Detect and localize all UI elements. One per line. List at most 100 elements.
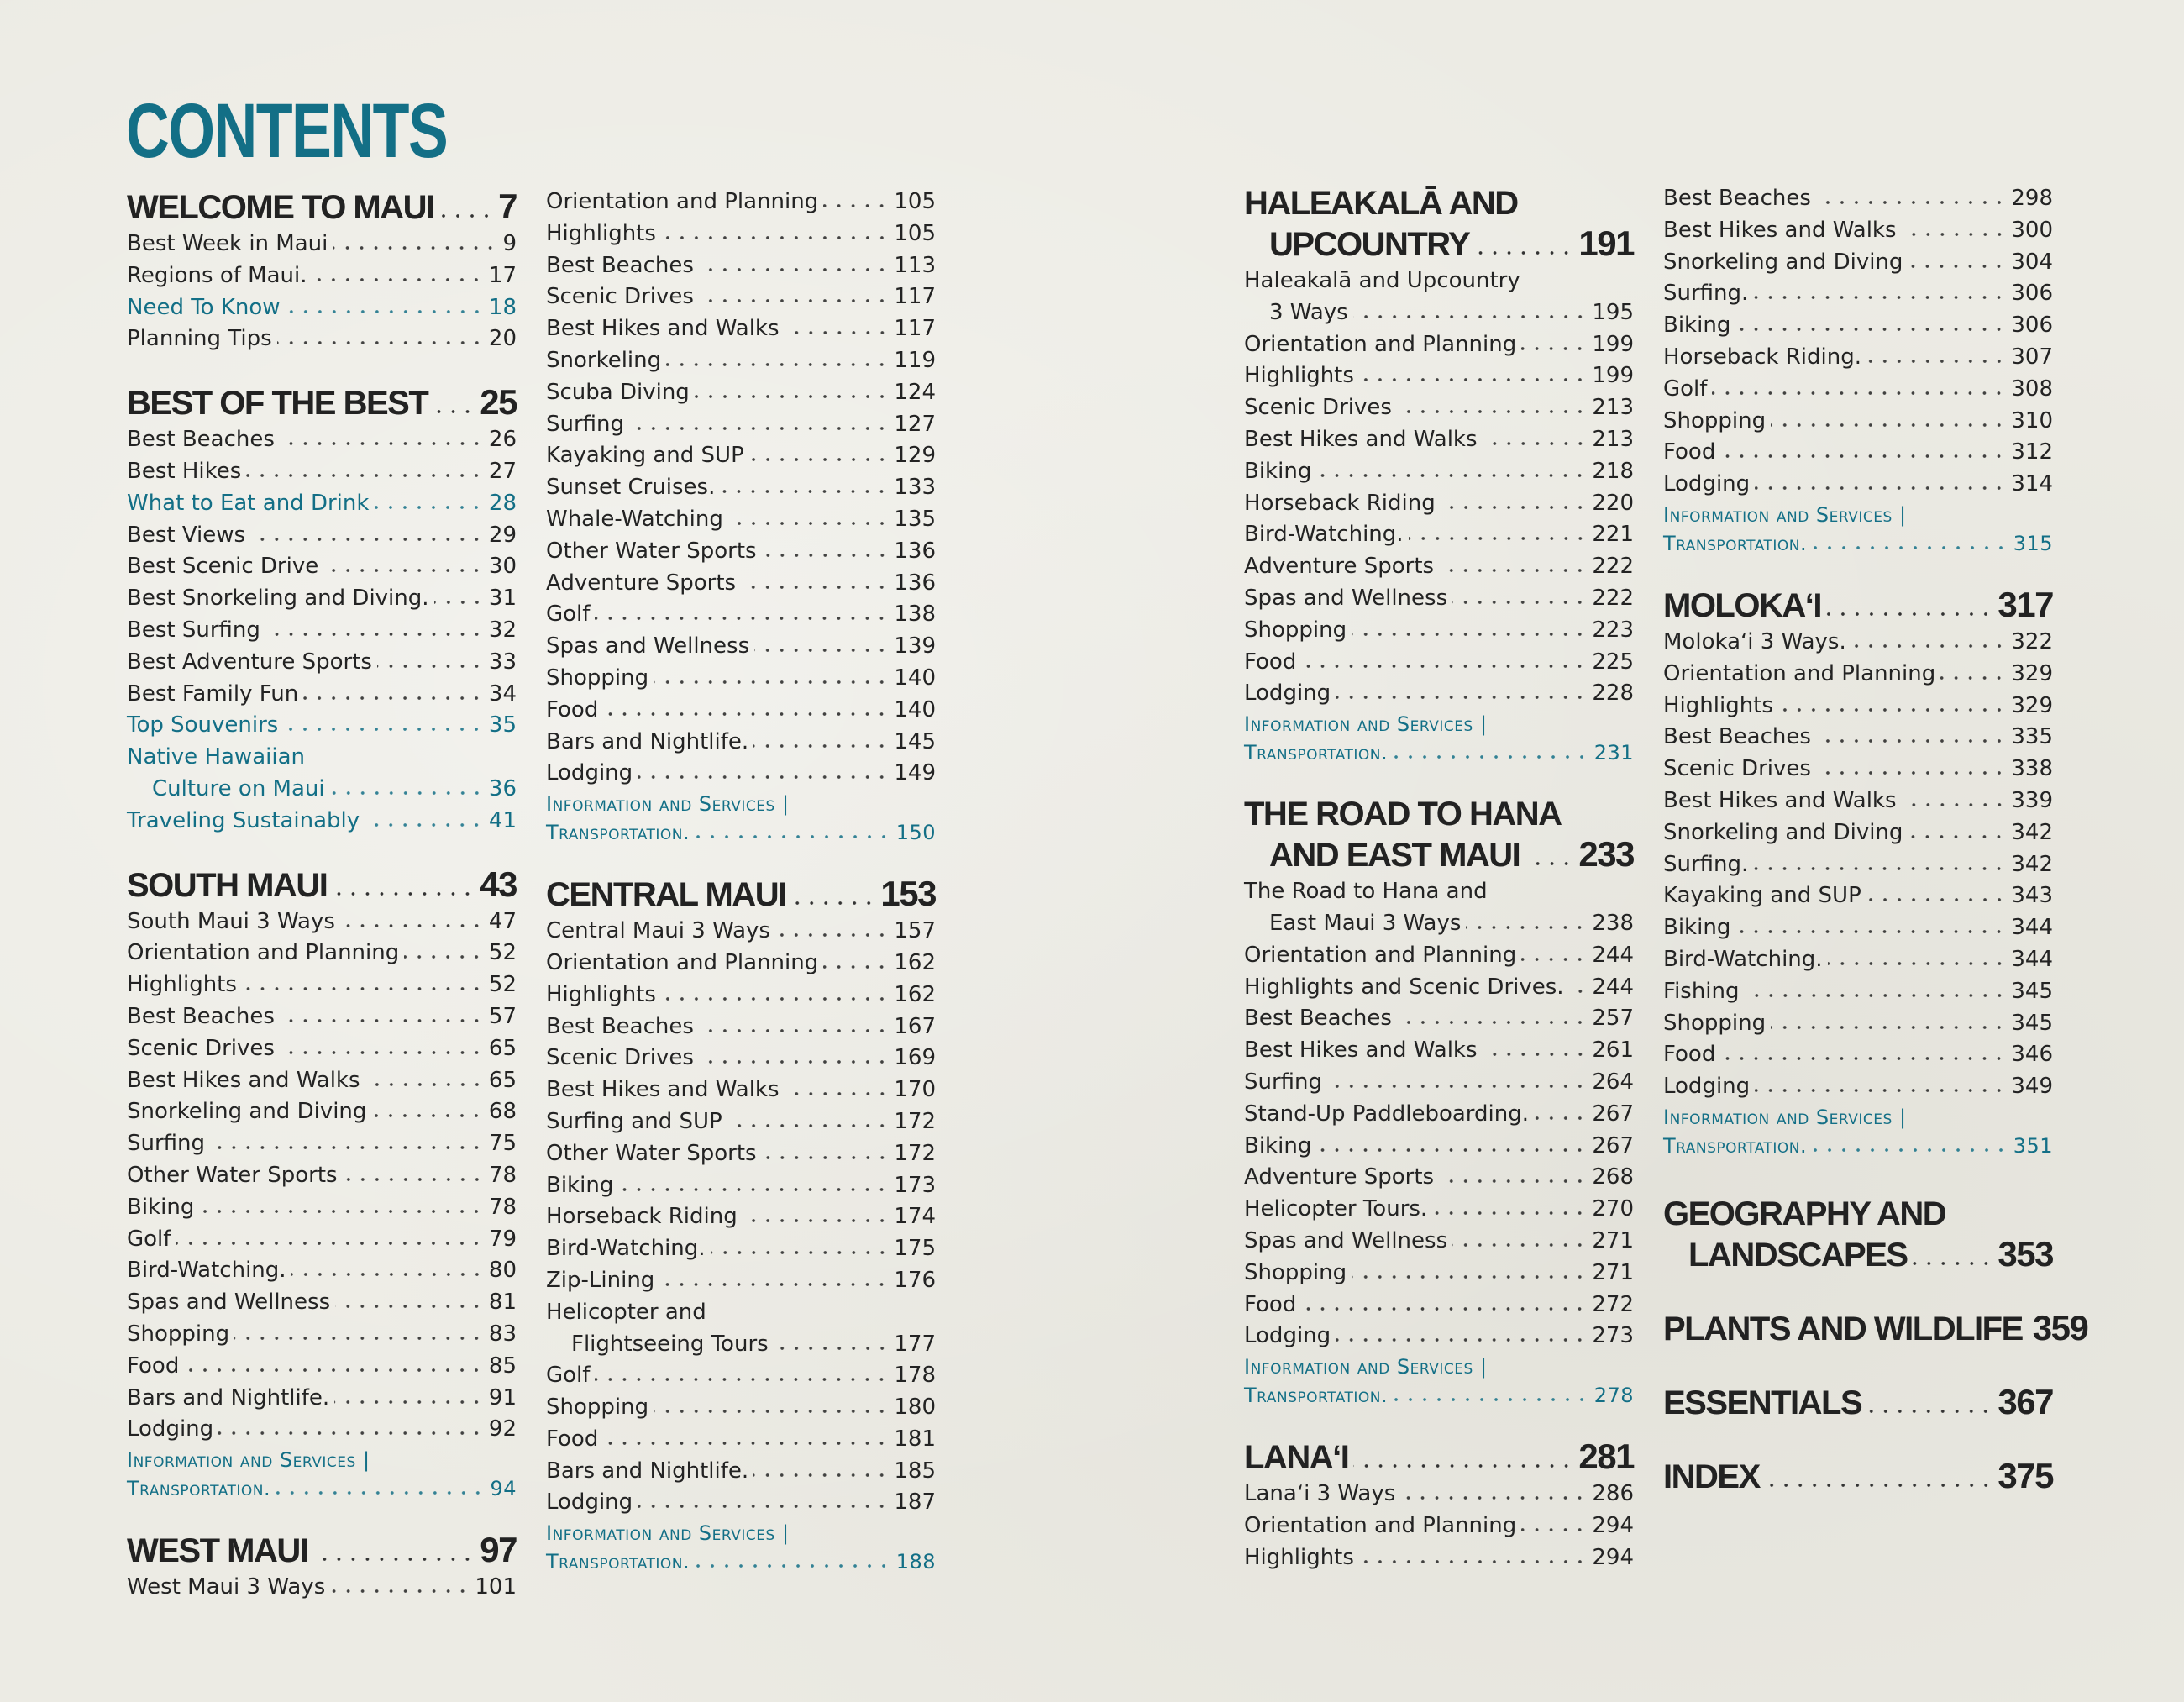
toc-entry[interactable]: Regions of Maui. 17 — [127, 260, 517, 292]
toc-entry[interactable]: West Maui 3 Ways 101 — [127, 1572, 517, 1604]
toc-entry[interactable]: Bird-Watching. 221 — [1244, 519, 1634, 551]
info-transportation-entry[interactable]: Information and Services | Transportation… — [1663, 1103, 2053, 1160]
toc-entry[interactable]: Bars and Nightlife. 185 — [546, 1456, 936, 1488]
toc-entry[interactable]: Orientation and Planning 199 — [1244, 329, 1634, 361]
toc-entry[interactable]: Best Beaches 26 — [127, 424, 517, 456]
toc-entry[interactable]: Highlights 329 — [1663, 691, 2053, 722]
transportation-line[interactable]: Transportation. 351 — [1663, 1132, 2053, 1160]
toc-entry[interactable]: Kayaking and SUP 129 — [546, 440, 936, 472]
section-heading[interactable]: ESSENTIALS 367 — [1663, 1382, 2054, 1422]
toc-entry[interactable]: Bars and Nightlife. 145 — [546, 727, 936, 759]
toc-entry[interactable]: Golf 138 — [546, 599, 936, 631]
toc-entry[interactable]: The Road to Hana and East Maui 3 Ways 238 — [1244, 876, 1634, 940]
toc-entry[interactable]: Surfing 127 — [546, 409, 936, 441]
toc-entry[interactable]: Haleakalā and Upcountry 3 Ways 195 — [1244, 265, 1634, 329]
toc-entry[interactable]: Best Hikes and Walks 65 — [127, 1065, 517, 1097]
toc-entry[interactable]: Biking 306 — [1663, 310, 2053, 342]
toc-entry[interactable]: Orientation and Planning 294 — [1244, 1510, 1634, 1542]
toc-entry[interactable]: Food 85 — [127, 1351, 517, 1383]
section-heading[interactable]: WELCOME TO MAUI 7 — [127, 186, 517, 227]
toc-entry[interactable]: Food 272 — [1244, 1290, 1634, 1321]
toc-entry[interactable]: Snorkeling and Diving 68 — [127, 1096, 517, 1128]
toc-entry[interactable]: Best Hikes 27 — [127, 456, 517, 488]
toc-entry[interactable]: Shopping 271 — [1244, 1258, 1634, 1290]
toc-entry[interactable]: Stand-Up Paddleboarding. 267 — [1244, 1099, 1634, 1131]
transportation-line[interactable]: Transportation. 188 — [546, 1547, 936, 1576]
info-transportation-entry[interactable]: Information and Services | Transportation… — [127, 1446, 517, 1503]
toc-entry[interactable]: Shopping 223 — [1244, 615, 1634, 647]
toc-entry[interactable]: Biking 344 — [1663, 912, 2053, 944]
toc-entry[interactable]: Bird-Watching. 175 — [546, 1233, 936, 1265]
toc-entry[interactable]: Best Hikes and Walks 300 — [1663, 215, 2053, 247]
toc-entry[interactable]: Lodging 314 — [1663, 469, 2053, 501]
toc-entry[interactable]: Bird-Watching. 80 — [127, 1255, 517, 1287]
toc-entry[interactable]: Surfing 75 — [127, 1128, 517, 1160]
toc-entry[interactable]: Food 346 — [1663, 1039, 2053, 1071]
toc-entry[interactable]: Horseback Riding. 307 — [1663, 342, 2053, 374]
info-transportation-entry[interactable]: Information and Services | Transportation… — [1663, 501, 2053, 558]
toc-entry[interactable]: Best Hikes and Walks 117 — [546, 313, 936, 345]
toc-entry[interactable]: Biking 218 — [1244, 456, 1634, 488]
toc-entry[interactable]: Helicopter Tours. 270 — [1244, 1194, 1634, 1226]
toc-entry[interactable]: Native Hawaiian Culture on Maui 36 — [127, 742, 517, 806]
toc-entry[interactable]: Spas and Wellness 222 — [1244, 583, 1634, 615]
toc-entry[interactable]: Spas and Wellness 81 — [127, 1287, 517, 1319]
toc-entry[interactable]: Surfing. 342 — [1663, 849, 2053, 881]
toc-entry[interactable]: Horseback Riding 174 — [546, 1201, 936, 1233]
section-heading[interactable]: LANAʻI 281 — [1244, 1437, 1635, 1477]
toc-entry[interactable]: Bird-Watching. 344 — [1663, 944, 2053, 976]
toc-entry[interactable]: Snorkeling and Diving 342 — [1663, 817, 2053, 849]
toc-entry[interactable]: Surfing. 306 — [1663, 278, 2053, 310]
toc-entry[interactable]: Other Water Sports 78 — [127, 1160, 517, 1192]
toc-entry[interactable]: Need To Know 18 — [127, 292, 517, 324]
toc-entry[interactable]: Lodging 349 — [1663, 1071, 2053, 1103]
toc-entry[interactable]: Best Hikes and Walks 339 — [1663, 785, 2053, 817]
toc-entry[interactable]: Highlights 199 — [1244, 360, 1634, 392]
toc-entry[interactable]: Orientation and Planning 52 — [127, 938, 517, 969]
section-heading[interactable]: THE ROAD TO HANA AND EAST MAUI 233 — [1244, 794, 1635, 875]
toc-entry[interactable]: Best Beaches 257 — [1244, 1003, 1634, 1035]
toc-entry[interactable]: Highlights 52 — [127, 969, 517, 1001]
toc-entry[interactable]: Scenic Drives 65 — [127, 1033, 517, 1065]
toc-entry[interactable]: Spas and Wellness 271 — [1244, 1226, 1634, 1258]
toc-entry[interactable]: Best Beaches 298 — [1663, 183, 2053, 215]
toc-entry[interactable]: Helicopter and Flightseeing Tours 177 — [546, 1297, 936, 1361]
toc-entry[interactable]: Spas and Wellness 139 — [546, 631, 936, 663]
toc-entry[interactable]: Best Beaches 335 — [1663, 722, 2053, 754]
toc-entry[interactable]: Best Beaches 113 — [546, 250, 936, 282]
toc-entry[interactable]: Shopping 345 — [1663, 1008, 2053, 1040]
section-heading[interactable]: MOLOKAʻI 317 — [1663, 585, 2054, 625]
toc-entry[interactable]: Snorkeling 119 — [546, 345, 936, 377]
toc-entry[interactable]: Highlights and Scenic Drives. 244 — [1244, 972, 1634, 1004]
toc-entry[interactable]: Top Souvenirs 35 — [127, 710, 517, 742]
toc-entry[interactable]: Highlights 162 — [546, 980, 936, 1011]
toc-entry[interactable]: Bars and Nightlife. 91 — [127, 1383, 517, 1415]
toc-entry[interactable]: Lodging 273 — [1244, 1321, 1634, 1353]
toc-entry[interactable]: Best Adventure Sports 33 — [127, 647, 517, 679]
toc-entry[interactable]: Best Beaches 57 — [127, 1001, 517, 1033]
section-heading[interactable]: GEOGRAPHY AND LANDSCAPES 353 — [1663, 1194, 2054, 1274]
toc-entry[interactable]: Fishing 345 — [1663, 976, 2053, 1008]
toc-entry[interactable]: Horseback Riding 220 — [1244, 488, 1634, 520]
toc-entry[interactable]: Orientation and Planning 162 — [546, 948, 936, 980]
toc-entry[interactable]: Biking 78 — [127, 1192, 517, 1224]
toc-entry[interactable]: Shopping 180 — [546, 1392, 936, 1424]
toc-entry[interactable]: Adventure Sports 268 — [1244, 1162, 1634, 1194]
toc-entry[interactable]: Best Family Fun 34 — [127, 679, 517, 711]
toc-entry[interactable]: What to Eat and Drink 28 — [127, 488, 517, 520]
toc-entry[interactable]: Best Hikes and Walks 170 — [546, 1074, 936, 1106]
section-heading[interactable]: PLANTS AND WILDLIFE 359 — [1663, 1308, 2089, 1348]
toc-entry[interactable]: Best Scenic Drive 30 — [127, 551, 517, 583]
toc-entry[interactable]: Golf 178 — [546, 1360, 936, 1392]
info-transportation-entry[interactable]: Information and Services | Transportation… — [546, 1519, 936, 1576]
toc-entry[interactable]: Shopping 140 — [546, 663, 936, 695]
toc-entry[interactable]: Adventure Sports 136 — [546, 568, 936, 600]
transportation-line[interactable]: Transportation. 150 — [546, 818, 936, 847]
toc-entry[interactable]: Sunset Cruises. 133 — [546, 472, 936, 504]
toc-entry[interactable]: Other Water Sports 136 — [546, 536, 936, 568]
toc-entry-line[interactable]: East Maui 3 Ways 238 — [1244, 908, 1634, 940]
section-heading[interactable]: SOUTH MAUI 43 — [127, 864, 517, 905]
toc-entry[interactable]: Scuba Diving 124 — [546, 377, 936, 409]
section-heading[interactable]: CENTRAL MAUI 153 — [546, 874, 937, 914]
info-transportation-entry[interactable]: Information and Services | Transportation… — [1244, 710, 1634, 767]
